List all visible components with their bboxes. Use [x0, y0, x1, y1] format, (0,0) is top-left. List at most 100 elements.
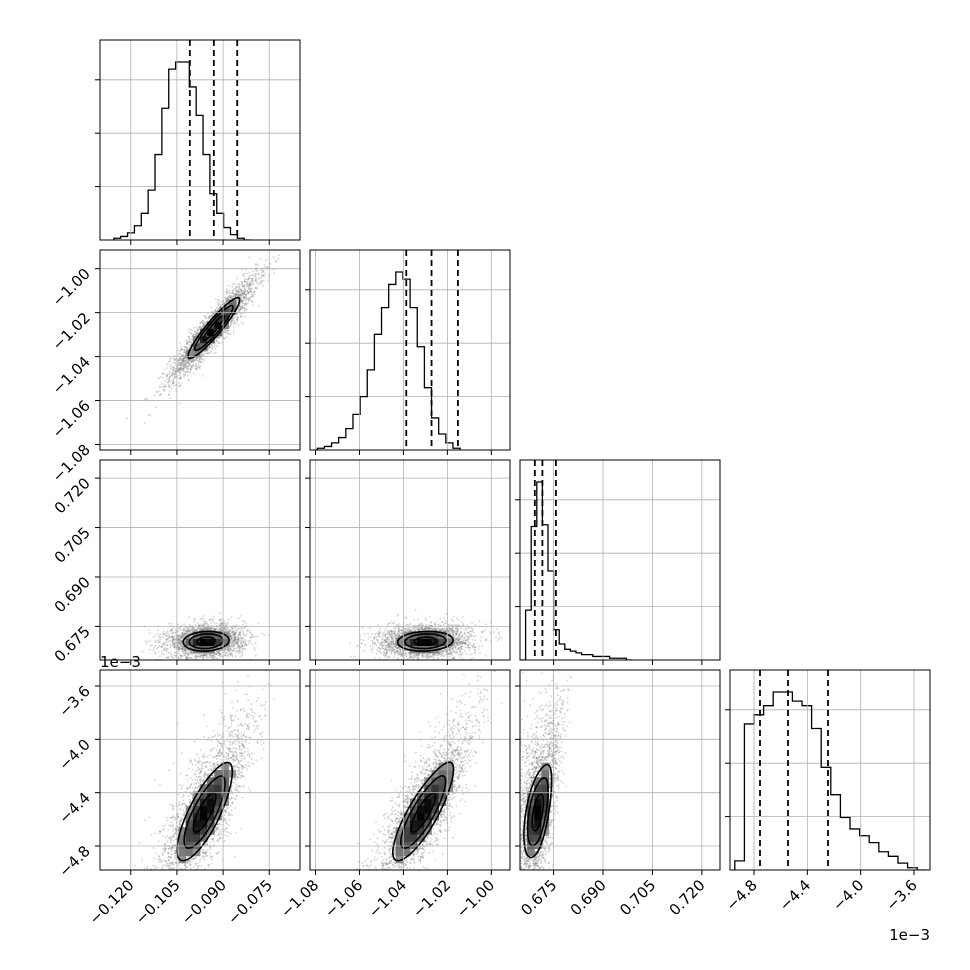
sample-point — [181, 635, 183, 638]
sample-point — [178, 648, 181, 651]
sample-point — [163, 647, 165, 650]
sample-point — [179, 377, 182, 380]
sample-point — [204, 627, 207, 630]
sample-point — [188, 343, 191, 346]
sample-point — [254, 280, 257, 282]
sample-point — [244, 642, 246, 645]
sample-point — [143, 398, 146, 400]
sample-point — [182, 358, 185, 361]
sample-point — [183, 654, 186, 657]
sample-point — [248, 281, 251, 284]
sample-point — [238, 283, 241, 286]
sample-point — [194, 333, 197, 336]
sample-point — [171, 635, 173, 638]
sample-point — [143, 422, 146, 425]
sample-point — [183, 351, 186, 354]
sample-point — [233, 645, 236, 647]
sample-point — [245, 643, 247, 646]
sample-point — [149, 644, 152, 647]
sample-point — [255, 277, 258, 280]
sample-point — [171, 637, 174, 639]
sample-point — [176, 636, 179, 639]
sample-point — [189, 367, 192, 370]
sample-point — [182, 367, 185, 370]
sample-point — [177, 644, 180, 647]
sample-point — [205, 653, 207, 656]
sample-point — [178, 634, 180, 637]
sample-point — [186, 657, 189, 660]
sample-point — [203, 622, 206, 625]
sample-point — [208, 627, 211, 630]
sample-point — [229, 333, 232, 336]
sample-point — [282, 248, 284, 250]
sample-point — [245, 281, 247, 283]
sample-point — [177, 359, 180, 362]
sample-point — [178, 370, 181, 373]
sample-point — [166, 635, 169, 637]
sample-point — [189, 646, 192, 649]
sample-point — [203, 626, 206, 629]
sample-point — [228, 291, 231, 294]
sample-point — [242, 661, 244, 663]
sample-point — [182, 361, 184, 364]
sample-point — [172, 638, 175, 641]
sample-point — [232, 630, 235, 633]
contour-line — [202, 315, 226, 342]
sample-point — [260, 282, 262, 284]
sample-point — [165, 638, 168, 641]
sample-point — [240, 299, 243, 302]
sample-point — [193, 628, 196, 631]
sample-point — [246, 283, 249, 285]
sample-point — [208, 346, 211, 349]
sample-point — [195, 326, 198, 329]
sample-point — [163, 389, 166, 392]
sample-point — [155, 406, 157, 409]
sample-point — [188, 360, 191, 363]
sample-point — [185, 370, 188, 373]
sample-point — [184, 650, 187, 653]
sample-point — [238, 632, 241, 635]
sample-point — [182, 645, 185, 648]
sample-point — [244, 647, 246, 650]
sample-point — [244, 307, 247, 310]
sample-point — [235, 641, 238, 644]
sample-point — [182, 356, 185, 359]
sample-point — [240, 294, 242, 297]
sample-point — [262, 269, 265, 272]
sample-point — [179, 641, 182, 644]
sample-point — [183, 373, 186, 376]
sample-point — [213, 656, 216, 659]
sample-point — [255, 273, 258, 275]
sample-point — [200, 655, 203, 657]
sample-point — [229, 647, 232, 650]
sample-point — [235, 293, 238, 295]
sample-point — [170, 635, 173, 638]
sample-point — [172, 382, 175, 385]
sample-point — [237, 316, 239, 319]
sample-point — [231, 292, 234, 295]
sample-point — [224, 298, 227, 301]
sample-point — [199, 325, 201, 328]
sample-point — [253, 274, 255, 277]
sample-point — [178, 664, 180, 666]
sample-point — [202, 324, 205, 327]
sample-point — [174, 364, 177, 366]
sample-point — [182, 650, 184, 653]
sample-point — [218, 651, 221, 654]
sample-point — [216, 335, 219, 338]
sample-point — [192, 627, 195, 630]
sample-point — [179, 367, 182, 370]
sample-point — [199, 628, 202, 631]
sample-point — [227, 650, 230, 653]
sample-point — [238, 293, 240, 296]
sample-point — [169, 363, 172, 366]
sample-point — [249, 283, 252, 285]
sample-point — [178, 653, 181, 655]
sample-point — [202, 358, 204, 361]
sample-point — [240, 321, 243, 324]
sample-point — [195, 358, 197, 361]
sample-point — [233, 627, 236, 630]
sample-point — [217, 651, 220, 654]
sample-point — [239, 646, 242, 648]
sample-point — [241, 290, 244, 293]
